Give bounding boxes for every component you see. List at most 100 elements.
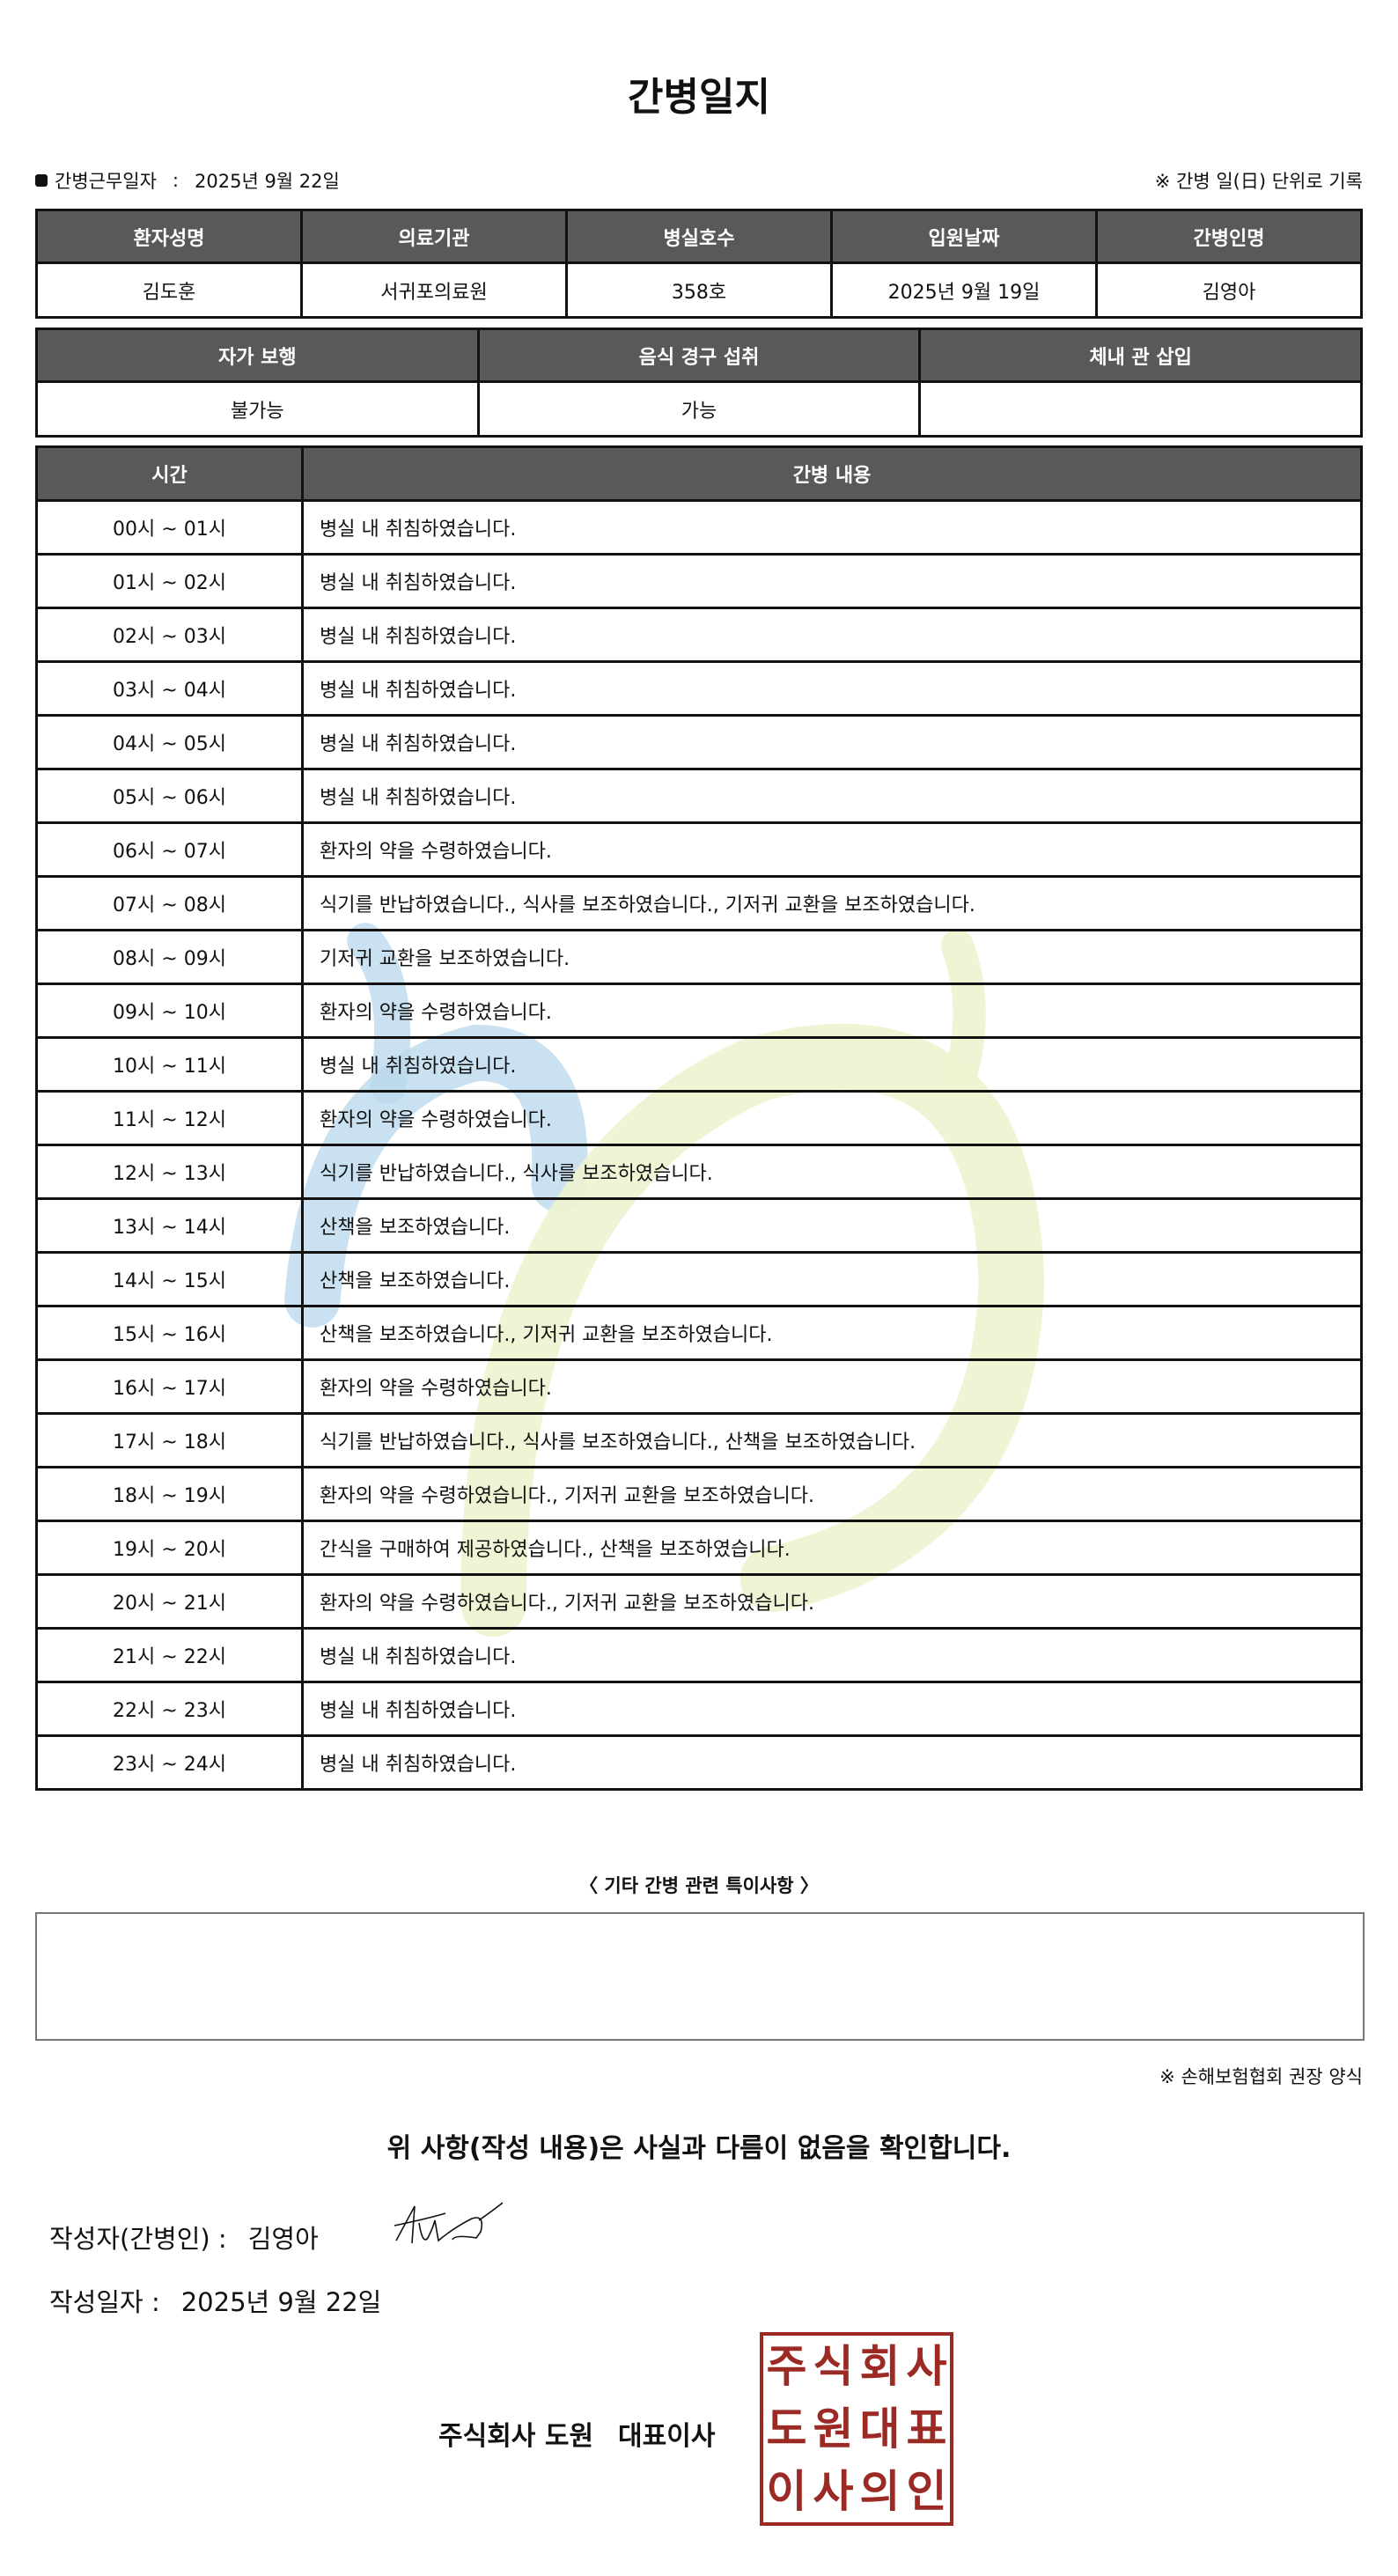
writer-name: 김영아	[247, 2224, 319, 2254]
self-walking: 불가능	[35, 380, 480, 438]
caregiver-name: 김영아	[1095, 261, 1363, 319]
time-cell: 04시 ~ 05시	[35, 714, 304, 770]
table-row: 05시 ~ 06시 병실 내 취침하였습니다.	[35, 768, 1363, 824]
header-self-walking: 자가 보행	[35, 328, 480, 383]
time-cell: 18시 ~ 19시	[35, 1466, 304, 1522]
table-row: 10시 ~ 11시 병실 내 취침하였습니다.	[35, 1036, 1363, 1093]
table-row: 21시 ~ 22시 병실 내 취침하였습니다.	[35, 1627, 1363, 1683]
time-cell: 09시 ~ 10시	[35, 983, 304, 1039]
table-row: 00시 ~ 01시 병실 내 취침하였습니다.	[35, 499, 1363, 556]
header-oral-intake: 음식 경구 섭취	[476, 328, 922, 383]
table-row: 08시 ~ 09시 기저귀 교환을 보조하였습니다.	[35, 929, 1363, 985]
header-time: 시간	[35, 445, 304, 502]
content-cell: 산책을 보조하였습니다.	[301, 1197, 1363, 1254]
writer-line: 작성자(간병인) : 김영아	[49, 2219, 319, 2256]
content-cell: 환자의 약을 수령하였습니다., 기저귀 교환을 보조하였습니다.	[301, 1466, 1363, 1522]
header-admission-date: 입원날짜	[830, 209, 1098, 264]
content-cell: 식기를 반납하였습니다., 식사를 보조하였습니다., 기저귀 교환을 보조하였…	[301, 875, 1363, 931]
written-date-value: 2025년 9월 22일	[180, 2287, 382, 2317]
header-care-content: 간병 내용	[301, 445, 1363, 502]
content-cell: 병실 내 취침하였습니다.	[301, 768, 1363, 824]
table-row: 14시 ~ 15시 산책을 보조하였습니다.	[35, 1251, 1363, 1307]
content-cell: 환자의 약을 수령하였습니다.	[301, 1090, 1363, 1146]
work-date: 간병근무일자 : 2025년 9월 22일	[35, 167, 340, 194]
content-cell: 식기를 반납하였습니다., 식사를 보조하였습니다., 산책을 보조하였습니다.	[301, 1412, 1363, 1468]
association-note: ※ 손해보험협회 권장 양식	[1159, 2066, 1363, 2087]
content-cell: 병실 내 취침하였습니다.	[301, 607, 1363, 663]
table-row: 16시 ~ 17시 환자의 약을 수령하였습니다.	[35, 1358, 1363, 1415]
table-row: 18시 ~ 19시 환자의 약을 수령하였습니다., 기저귀 교환을 보조하였습니…	[35, 1466, 1363, 1522]
content-cell: 병실 내 취침하였습니다.	[301, 714, 1363, 770]
writer-label: 작성자(간병인) :	[49, 2224, 227, 2254]
table-row: 15시 ~ 16시 산책을 보조하였습니다., 기저귀 교환을 보조하였습니다.	[35, 1305, 1363, 1361]
time-cell: 11시 ~ 12시	[35, 1090, 304, 1146]
work-date-value: 2025년 9월 22일	[195, 171, 340, 192]
table-row: 09시 ~ 10시 환자의 약을 수령하였습니다.	[35, 983, 1363, 1039]
table-row: 04시 ~ 05시 병실 내 취침하였습니다.	[35, 714, 1363, 770]
seal-glyph: 인	[906, 2465, 947, 2517]
table-row: 20시 ~ 21시 환자의 약을 수령하였습니다., 기저귀 교환을 보조하였습니…	[35, 1573, 1363, 1630]
content-cell: 병실 내 취침하였습니다.	[301, 1734, 1363, 1791]
time-cell: 15시 ~ 16시	[35, 1305, 304, 1361]
written-date-label: 작성일자 :	[49, 2287, 160, 2317]
header-tube-insertion: 체내 관 삽입	[918, 328, 1363, 383]
table-row: 12시 ~ 13시 식기를 반납하였습니다., 식사를 보조하였습니다.	[35, 1144, 1363, 1200]
header-room: 병실호수	[565, 209, 833, 264]
time-cell: 17시 ~ 18시	[35, 1412, 304, 1468]
seal-glyph: 식	[813, 2341, 854, 2393]
content-cell: 병실 내 취침하였습니다.	[301, 499, 1363, 556]
patient-table: 환자성명 의료기관 병실호수 입원날짜 간병인명 김도훈 서귀포의료원 358호…	[35, 209, 1363, 319]
signature	[394, 2202, 504, 2244]
content-cell: 병실 내 취침하였습니다.	[301, 553, 1363, 609]
header-patient-name: 환자성명	[35, 209, 303, 264]
content-cell: 환자의 약을 수령하였습니다.	[301, 821, 1363, 878]
table-row: 17시 ~ 18시 식기를 반납하였습니다., 식사를 보조하였습니다., 산책을…	[35, 1412, 1363, 1468]
seal-glyph: 사	[813, 2465, 854, 2517]
table-row: 19시 ~ 20시 간식을 구매하여 제공하였습니다., 산책을 보조하였습니다.	[35, 1520, 1363, 1576]
room: 358호	[565, 261, 833, 319]
company-title: 대표이사	[618, 2421, 716, 2452]
seal-glyph: 원	[813, 2403, 854, 2455]
content-cell: 병실 내 취침하였습니다.	[301, 1036, 1363, 1093]
time-cell: 21시 ~ 22시	[35, 1627, 304, 1683]
table-row: 11시 ~ 12시 환자의 약을 수령하였습니다.	[35, 1090, 1363, 1146]
time-cell: 10시 ~ 11시	[35, 1036, 304, 1093]
time-cell: 06시 ~ 07시	[35, 821, 304, 878]
table-row: 03시 ~ 04시 병실 내 취침하였습니다.	[35, 660, 1363, 717]
table-row: 01시 ~ 02시 병실 내 취침하였습니다.	[35, 553, 1363, 609]
seal-glyph: 회	[859, 2341, 901, 2393]
seal-glyph: 의	[859, 2465, 901, 2517]
content-cell: 산책을 보조하였습니다.	[301, 1251, 1363, 1307]
header-caregiver-name: 간병인명	[1095, 209, 1363, 264]
header-hospital: 의료기관	[300, 209, 568, 264]
content-cell: 간식을 구매하여 제공하였습니다., 산책을 보조하였습니다.	[301, 1520, 1363, 1576]
confirmation-statement: 위 사항(작성 내용)은 사실과 다름이 없음을 확인합니다.	[386, 2133, 1012, 2164]
table-row: 23시 ~ 24시 병실 내 취침하였습니다.	[35, 1734, 1363, 1791]
table-row: 06시 ~ 07시 환자의 약을 수령하였습니다.	[35, 821, 1363, 878]
bullet-square-icon	[35, 174, 48, 187]
notes-box	[35, 1912, 1365, 2041]
content-cell: 기저귀 교환을 보조하였습니다.	[301, 929, 1363, 985]
table-row: 07시 ~ 08시 식기를 반납하였습니다., 식사를 보조하였습니다., 기저귀…	[35, 875, 1363, 931]
work-date-separator: :	[172, 170, 179, 191]
table-row: 13시 ~ 14시 산책을 보조하였습니다.	[35, 1197, 1363, 1254]
tube-insertion	[918, 380, 1363, 438]
table-row: 02시 ~ 03시 병실 내 취침하였습니다.	[35, 607, 1363, 663]
content-cell: 환자의 약을 수령하였습니다.	[301, 1358, 1363, 1415]
oral-intake: 가능	[476, 380, 922, 438]
time-cell: 05시 ~ 06시	[35, 768, 304, 824]
table-row: 22시 ~ 23시 병실 내 취침하였습니다.	[35, 1681, 1363, 1737]
status-table: 자가 보행 음식 경구 섭취 체내 관 삽입 불가능 가능	[35, 328, 1363, 438]
content-cell: 식기를 반납하였습니다., 식사를 보조하였습니다.	[301, 1144, 1363, 1200]
seal-glyph: 사	[906, 2341, 947, 2393]
time-cell: 01시 ~ 02시	[35, 553, 304, 609]
content-cell: 병실 내 취침하였습니다.	[301, 1627, 1363, 1683]
time-cell: 20시 ~ 21시	[35, 1573, 304, 1630]
time-cell: 14시 ~ 15시	[35, 1251, 304, 1307]
company-signoff: 주식회사 도원 대표이사	[438, 2414, 715, 2453]
time-cell: 02시 ~ 03시	[35, 607, 304, 663]
content-cell: 병실 내 취침하였습니다.	[301, 660, 1363, 717]
time-cell: 23시 ~ 24시	[35, 1734, 304, 1791]
seal-glyph: 도	[766, 2403, 807, 2455]
